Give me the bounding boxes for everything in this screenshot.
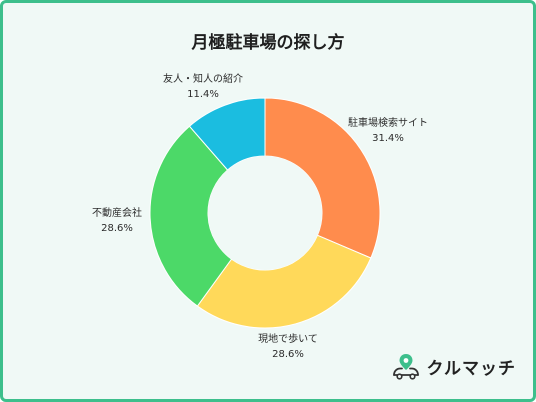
chart-title: 月極駐車場の探し方 [191, 33, 345, 53]
label-value: 28.6% [272, 349, 304, 360]
label-real-estate-agency: 不動産会社 28.6% [72, 206, 162, 236]
label-parking-search-site: 駐車場検索サイト 31.4% [328, 116, 448, 146]
brand-name: クルマッチ [426, 358, 516, 379]
label-walk-locally: 現地で歩いて 28.6% [238, 332, 338, 362]
brand-logo: クルマッチ [391, 352, 517, 380]
label-text: 不動産会社 [92, 208, 142, 219]
label-text: 友人・知人の紹介 [163, 74, 243, 85]
donut-hole [208, 156, 322, 270]
label-friend-referral: 友人・知人の紹介 11.4% [143, 72, 263, 102]
label-text: 駐車場検索サイト [348, 118, 428, 129]
label-value: 11.4% [187, 89, 219, 100]
label-value: 31.4% [372, 133, 404, 144]
label-value: 28.6% [101, 223, 133, 234]
car-pin-icon [392, 354, 419, 380]
label-text: 現地で歩いて [258, 334, 318, 345]
